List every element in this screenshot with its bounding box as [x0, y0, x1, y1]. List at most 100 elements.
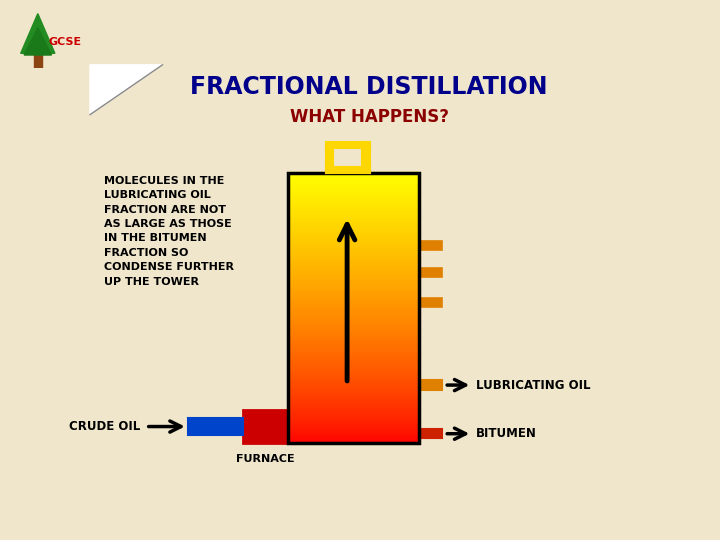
Bar: [288, 339, 419, 342]
Text: GCSE: GCSE: [48, 37, 81, 47]
Bar: [288, 355, 419, 357]
Bar: [288, 247, 419, 249]
Bar: [288, 436, 419, 438]
Text: MOLECULES IN THE
LUBRICATING OIL
FRACTION ARE NOT
AS LARGE AS THOSE
IN THE BITUM: MOLECULES IN THE LUBRICATING OIL FRACTIO…: [104, 176, 234, 287]
Bar: [288, 197, 419, 200]
Bar: [288, 434, 419, 436]
Bar: [288, 337, 419, 340]
Bar: [288, 215, 419, 218]
Bar: [288, 357, 419, 360]
Text: LUBRICATING OIL: LUBRICATING OIL: [476, 379, 590, 392]
Bar: [288, 438, 419, 441]
Bar: [288, 441, 419, 443]
Bar: [288, 328, 419, 330]
Bar: [288, 258, 419, 261]
Bar: [288, 314, 419, 317]
Polygon shape: [21, 14, 55, 53]
Bar: [288, 285, 419, 288]
Bar: [288, 222, 419, 225]
Bar: [288, 414, 419, 416]
Bar: [288, 274, 419, 276]
Bar: [288, 404, 419, 407]
Bar: [288, 233, 419, 236]
Bar: [288, 321, 419, 324]
Bar: [243, 410, 288, 443]
Bar: [288, 360, 419, 362]
Bar: [288, 193, 419, 195]
Bar: [288, 418, 419, 421]
Bar: [288, 188, 419, 191]
Bar: [288, 231, 419, 234]
Bar: [288, 375, 419, 378]
Bar: [288, 319, 419, 321]
Bar: [288, 373, 419, 376]
Text: WHAT HAPPENS?: WHAT HAPPENS?: [289, 109, 449, 126]
Bar: [288, 229, 419, 232]
Bar: [288, 312, 419, 315]
Bar: [288, 254, 419, 256]
Bar: [288, 242, 419, 245]
Bar: [288, 218, 419, 220]
Bar: [419, 298, 441, 307]
Text: CRUDE OIL: CRUDE OIL: [69, 420, 140, 433]
Bar: [288, 420, 419, 423]
Bar: [288, 294, 419, 297]
Bar: [288, 281, 419, 284]
Bar: [288, 368, 419, 371]
Bar: [288, 287, 419, 290]
Bar: [288, 326, 419, 328]
Bar: [288, 306, 419, 308]
Bar: [325, 148, 333, 173]
Bar: [288, 346, 419, 349]
Bar: [288, 350, 419, 353]
Bar: [288, 177, 419, 180]
Bar: [288, 292, 419, 294]
Bar: [288, 199, 419, 202]
Bar: [288, 310, 419, 313]
Bar: [288, 269, 419, 272]
Bar: [288, 411, 419, 414]
Bar: [288, 184, 419, 186]
Bar: [288, 296, 419, 299]
Polygon shape: [24, 28, 52, 55]
Bar: [288, 400, 419, 403]
Bar: [288, 316, 419, 319]
Bar: [288, 393, 419, 396]
Bar: [288, 224, 419, 227]
Bar: [288, 213, 419, 215]
Bar: [288, 235, 419, 238]
Bar: [288, 283, 419, 286]
Bar: [288, 353, 419, 355]
Text: BITUMEN: BITUMEN: [476, 427, 537, 440]
Bar: [288, 364, 419, 367]
Bar: [288, 308, 419, 310]
Bar: [419, 381, 441, 390]
Bar: [288, 380, 419, 382]
Bar: [288, 204, 419, 207]
Bar: [288, 402, 419, 405]
Bar: [288, 175, 419, 178]
Bar: [288, 278, 419, 281]
Bar: [288, 299, 419, 301]
Bar: [288, 341, 419, 344]
Bar: [288, 431, 419, 434]
Bar: [288, 323, 419, 326]
Bar: [288, 227, 419, 229]
Bar: [288, 206, 419, 209]
Text: FRACTIONAL DISTILLATION: FRACTIONAL DISTILLATION: [190, 75, 548, 99]
Bar: [419, 241, 441, 251]
Bar: [288, 366, 419, 369]
Bar: [288, 240, 419, 242]
Bar: [288, 276, 419, 279]
Bar: [288, 211, 419, 213]
Bar: [288, 330, 419, 333]
Bar: [288, 303, 419, 306]
Bar: [288, 267, 419, 270]
Bar: [419, 429, 441, 438]
Bar: [288, 382, 419, 384]
Bar: [288, 208, 419, 211]
Bar: [188, 418, 243, 435]
Bar: [288, 265, 419, 267]
Bar: [288, 335, 419, 338]
Bar: [288, 220, 419, 222]
